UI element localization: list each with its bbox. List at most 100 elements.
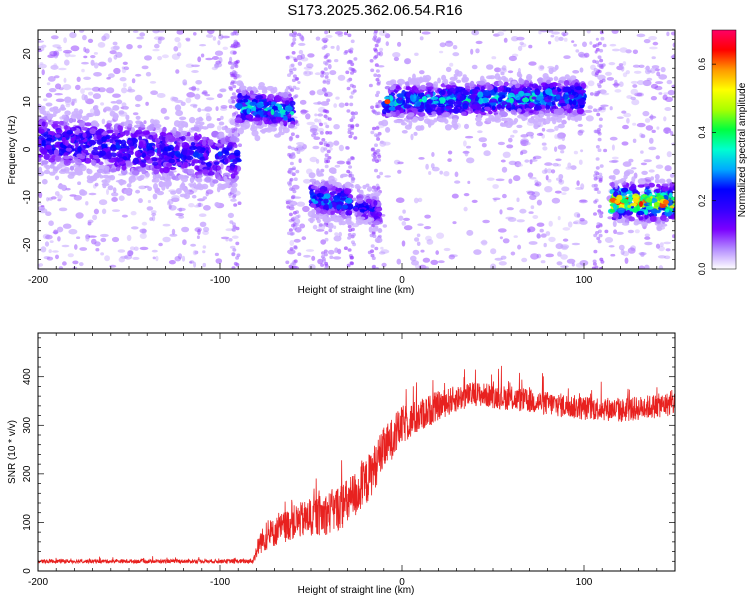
spectrogram-streak-blob [231,252,236,256]
spectrogram-band-blob [134,94,143,102]
spectrogram-streak-blob [292,34,296,38]
spectrogram-noise-blob [609,106,613,111]
spectrogram-noise-blob [111,197,118,202]
spectrogram-band-blob [141,162,147,168]
spectrogram-streak-blob [292,166,296,170]
spectrogram-band-blob [101,179,108,184]
spectrogram-band-blob [235,102,243,109]
spectrogram-band-blob [283,115,288,121]
spectrogram-band-blob [544,118,551,125]
spectrogram-band-blob [610,181,615,189]
spectrogram-band-blob [536,95,544,102]
spectrogram-band-blob [227,142,233,147]
spectrogram-streak-blob [343,246,348,250]
spectrogram-noise-blob [338,102,345,108]
spectrogram-noise-blob [532,215,539,219]
spectrogram-band-blob [654,178,660,184]
spectrogram-noise-blob [127,86,132,92]
spectrogram-band-blob [616,194,623,201]
spectrogram-streak-blob [327,117,332,121]
spectrogram-band-blob [179,193,188,198]
spectrogram-noise-blob [327,249,335,255]
spectrogram-noise-blob [544,162,553,166]
spectrogram-band-blob [138,136,143,141]
spectrogram-band-blob [114,139,122,143]
spectrogram-band-blob [523,80,530,87]
spectrogram-band-blob [461,111,467,116]
spectrogram-band-blob [101,143,106,148]
spectrogram-band-blob [257,85,262,91]
spectrogram-band-blob [68,117,74,124]
spectrogram-band-blob [206,123,215,129]
spectrogram-band-blob [425,82,434,87]
spectrogram-streak-blob [288,228,293,232]
spectrogram-noise-blob [197,228,201,235]
spectrogram-noise-blob [111,192,119,197]
spectrogram-noise-blob [113,67,121,75]
spectrogram-band-blob [140,124,146,128]
spectrogram-band-blob [62,131,68,136]
spectrogram-band-blob [81,115,89,121]
spectrogram-noise-blob [608,160,618,163]
spectrogram-streak-blob [373,73,378,77]
spectrogram-band-blob [118,110,125,115]
spectrogram-band-blob [131,137,137,143]
spectrogram-streak-blob [593,233,598,238]
spectrogram-band-blob [510,109,517,115]
spectrogram-noise-blob [176,52,182,57]
spectrogram-streak-blob [373,30,378,34]
spectrogram-streak-blob [295,210,299,214]
spectrogram-noise-blob [560,265,569,268]
spectrogram-band-blob [267,93,275,100]
spectrogram-band-blob [261,89,268,94]
spectrogram-band-blob [448,109,456,113]
spectrogram-band-blob [613,168,620,175]
spectrogram-band-blob [196,146,203,151]
spectrogram-streak-blob [290,204,294,209]
spectrogram-noise-blob [69,31,77,39]
spectrogram-band-blob [419,125,425,131]
spectrogram-streak-blob [348,165,353,169]
spectrogram-noise-blob [128,250,134,255]
spectrogram-noise-blob [138,185,147,190]
spectrogram-band-blob [120,168,128,176]
spectrogram-streak-blob [321,138,326,142]
spectrogram-band-blob [47,113,52,121]
spectrogram-streak-blob [593,200,598,204]
spectrogram-band-blob [86,112,95,118]
spectrogram-band-blob [58,120,64,126]
spectrogram-streak-blob [292,216,297,221]
spectrogram-band-blob [251,129,259,137]
spectrogram-streak-blob [289,177,294,182]
spectrogram-noise-blob [48,197,53,201]
spectrogram-band-blob [552,89,558,95]
spectrogram-band-blob [246,86,253,92]
spectrogram-noise-blob [565,166,572,170]
spectrogram-band-blob [330,210,336,215]
spectrogram-noise-blob [417,197,423,203]
spectrogram-band-blob [400,122,407,126]
spectrogram-band-blob [270,109,275,116]
spectrogram-noise-blob [90,59,95,66]
spectrogram-noise-blob [218,34,224,40]
spectrogram-band-blob [112,105,120,111]
spectrogram-streak-blob [232,84,237,89]
spectrogram-noise-blob [402,209,406,214]
spectrogram-streak-blob [292,67,297,72]
spectrogram-noise-blob [118,256,126,263]
spectrogram-noise-blob [182,79,188,86]
spectrogram-streak-blob [597,239,602,244]
spectrogram-noise-blob [546,30,554,33]
spectrogram-band-blob [179,130,188,136]
spectrogram-band-blob [646,197,653,203]
spectrogram-streak-blob [324,75,329,79]
spectrogram-streak-blob [349,83,354,88]
spectrogram-noise-blob [540,233,547,238]
spectrogram-streak-blob [351,240,355,244]
spectrogram-band-blob [641,170,648,175]
spectrogram-streak-blob [230,65,235,70]
spectrogram-noise-blob [665,248,671,252]
spectrogram-band-blob [96,168,104,174]
spectrogram-band-blob [501,94,506,99]
spectrogram-noise-blob [121,68,127,74]
